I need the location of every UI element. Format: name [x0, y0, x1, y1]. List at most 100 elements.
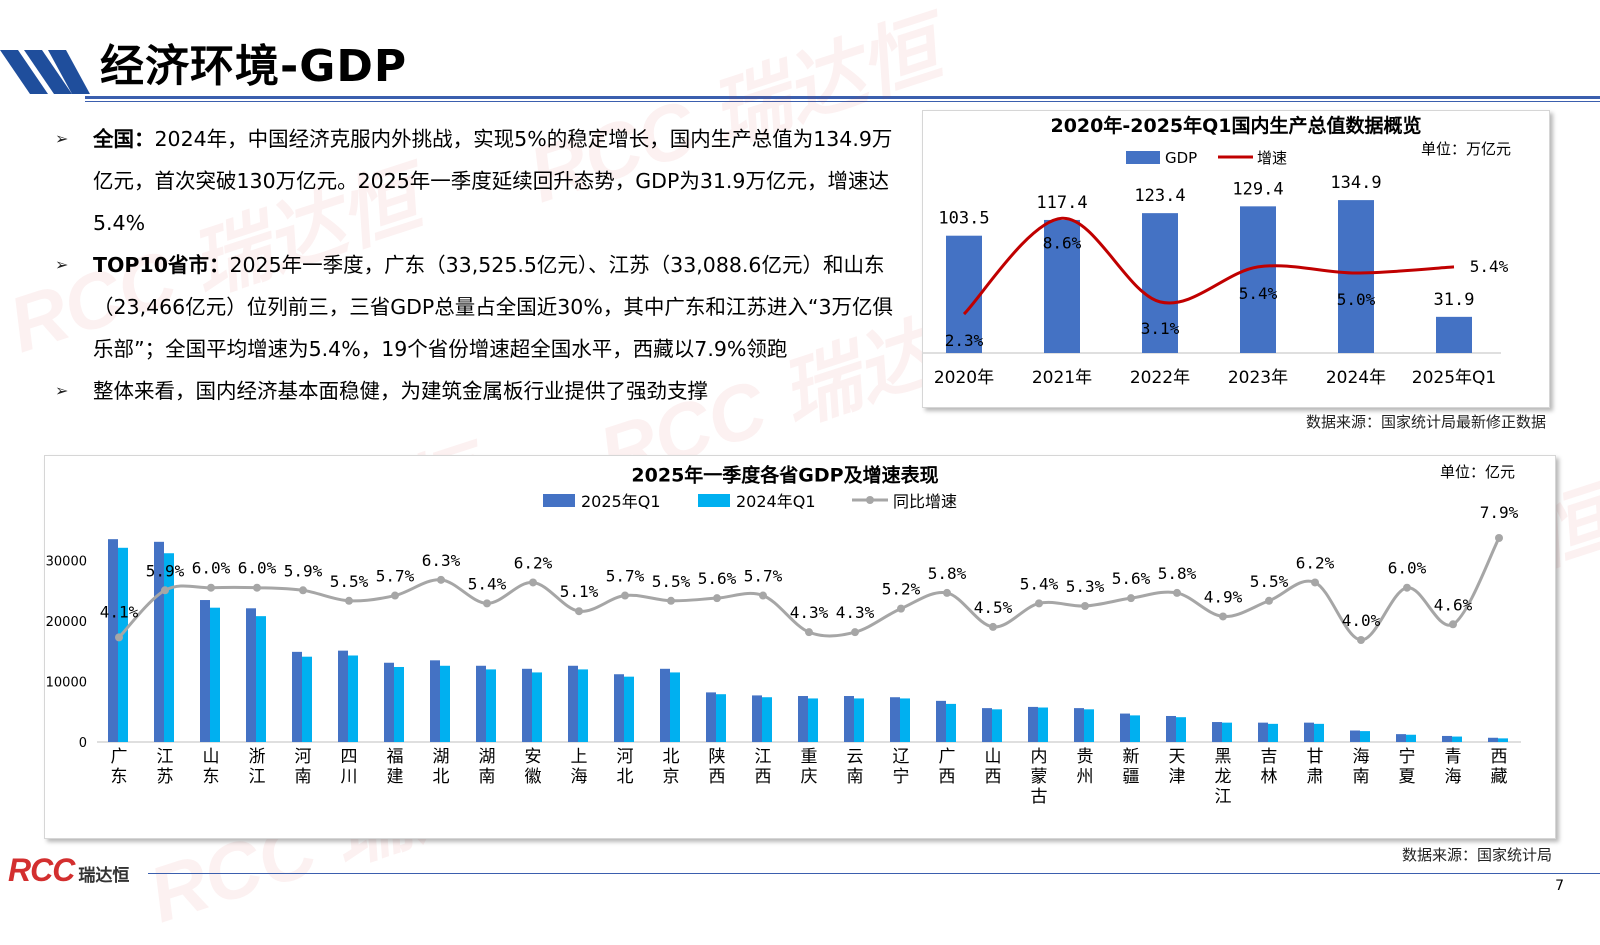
x-tick-label: 宁夏: [1399, 747, 1416, 787]
x-tick-label: 广东: [111, 747, 128, 787]
bar-2025q1: [154, 541, 164, 742]
yoy-value-label: 5.8%: [1158, 564, 1197, 583]
x-tick-label: 河南: [295, 747, 312, 787]
yoy-value-label: 5.7%: [744, 567, 783, 586]
bar-2024q1: [808, 698, 818, 742]
bar-2025q1: [246, 608, 256, 742]
x-tick-label: 安徽: [525, 747, 542, 787]
yoy-marker: [851, 628, 859, 637]
yoy-value-label: 5.9%: [146, 561, 185, 580]
footer-rule: [148, 873, 1600, 874]
yoy-marker: [1357, 636, 1365, 644]
yoy-value-label: 5.2%: [882, 580, 921, 599]
x-tick-label: 湖南: [479, 747, 496, 787]
x-tick-label: 甘肃: [1307, 747, 1324, 787]
x-tick-label: 辽宁: [893, 747, 910, 787]
yoy-marker: [1219, 612, 1227, 621]
x-tick-label: 江苏: [157, 747, 174, 787]
x-tick-label: 福建: [387, 747, 404, 787]
yoy-marker: [575, 607, 583, 616]
yoy-marker: [1495, 534, 1503, 542]
legend-marker-yoy: [866, 496, 874, 504]
bar-2024q1: [946, 703, 956, 742]
yoy-marker: [1127, 594, 1135, 603]
yoy-value-label: 5.7%: [606, 567, 645, 586]
bullet-summary: ➢ 整体来看，国内经济基本面稳健，为建筑金属板行业提供了强劲支撑: [55, 370, 905, 412]
x-tick-label: 2025年Q1: [1412, 368, 1496, 388]
gdp-bar: [1436, 316, 1472, 353]
yoy-marker: [437, 575, 445, 584]
legend-label-yoy: 同比增速: [893, 492, 957, 511]
x-tick-label: 贵州: [1077, 747, 1094, 787]
growth-value-label: 5.0%: [1337, 290, 1376, 309]
legend-label-gdp: GDP: [1165, 149, 1197, 167]
yoy-value-label: 4.0%: [1342, 611, 1381, 630]
gdp-value-label: 103.5: [938, 209, 989, 229]
chart-unit: 单位：万亿元: [1421, 140, 1511, 158]
yoy-value-label: 4.6%: [1434, 595, 1473, 614]
bar-2024q1: [210, 607, 220, 742]
yoy-marker: [621, 591, 629, 600]
growth-value-label: 8.6%: [1043, 233, 1082, 252]
bar-2025q1: [1488, 737, 1498, 742]
bullet-label: TOP10省市：: [93, 253, 230, 277]
legend-swatch-gdp: [1126, 151, 1160, 164]
header-rule-thin: [85, 101, 1600, 102]
bullet-text: 2025年一季度，广东（33,525.5亿元）、江苏（33,088.6亿元）和山…: [93, 253, 893, 361]
yoy-marker: [115, 633, 123, 642]
gdp-bar: [1338, 200, 1374, 353]
bar-2024q1: [532, 672, 542, 742]
yoy-value-label: 4.1%: [100, 602, 139, 621]
page-number: 7: [1555, 878, 1564, 894]
yoy-marker: [1035, 599, 1043, 608]
yoy-value-label: 5.7%: [376, 567, 415, 586]
yoy-value-label: 6.3%: [422, 551, 461, 570]
yoy-value-label: 7.9%: [1480, 503, 1519, 522]
page-title: 经济环境-GDP: [100, 41, 408, 92]
bar-2024q1: [1498, 738, 1508, 742]
bar-2025q1: [108, 539, 118, 742]
bar-2024q1: [1314, 723, 1324, 742]
yoy-marker: [667, 596, 675, 605]
bar-2025q1: [706, 692, 716, 742]
x-tick-label: 海南: [1353, 747, 1370, 787]
gdp-value-label: 123.4: [1134, 186, 1185, 206]
yoy-marker: [1449, 620, 1457, 629]
chart-title: 2020年-2025年Q1国内生产总值数据概览: [1050, 114, 1421, 137]
bar-2025q1: [844, 696, 854, 742]
yoy-value-label: 4.9%: [1204, 587, 1243, 606]
yoy-line: [117, 537, 1501, 642]
bar-2024q1: [348, 655, 358, 742]
yoy-value-label: 6.0%: [238, 559, 277, 578]
yoy-marker: [943, 588, 951, 597]
x-tick-label: 河北: [617, 747, 634, 787]
x-tick-label: 北京: [663, 747, 680, 787]
header-stripes-logo: [0, 50, 90, 94]
growth-line: [962, 216, 1455, 316]
x-tick-label: 2022年: [1130, 368, 1190, 388]
logo-text: RCC: [8, 852, 75, 888]
legend-swatch-2025: [543, 494, 575, 507]
province-gdp-svg: 2025年一季度各省GDP及增速表现 单位：亿元 2025年Q1 2024年Q1 同比增…: [46, 463, 1521, 807]
x-tick-label: 湖北: [433, 747, 450, 787]
chart-title: 2025年一季度各省GDP及增速表现: [631, 464, 938, 487]
bar-2024q1: [1268, 723, 1278, 742]
yoy-value-label: 6.0%: [192, 559, 231, 578]
x-tick-label: 新疆: [1123, 747, 1140, 787]
bullet-list: ➢ 全国：2024年，中国经济克服内外挑战，实现5%的稳定增长，国内生产总值为1…: [55, 118, 905, 412]
bar-2024q1: [670, 672, 680, 742]
x-tick-label: 浙江: [249, 747, 266, 787]
bar-2025q1: [1350, 730, 1360, 742]
x-tick-label: 2023年: [1228, 368, 1288, 388]
bar-2025q1: [1304, 722, 1314, 742]
x-tick-label: 重庆: [801, 747, 818, 787]
bar-2025q1: [384, 662, 394, 742]
bar-2024q1: [1038, 707, 1048, 742]
bar-2024q1: [1452, 736, 1462, 742]
bar-2025q1: [430, 660, 440, 742]
yoy-value-label: 5.5%: [330, 572, 369, 591]
yoy-value-label: 4.3%: [836, 603, 875, 622]
bar-2024q1: [302, 656, 312, 742]
bar-2024q1: [624, 676, 634, 742]
yoy-marker: [1311, 578, 1319, 587]
